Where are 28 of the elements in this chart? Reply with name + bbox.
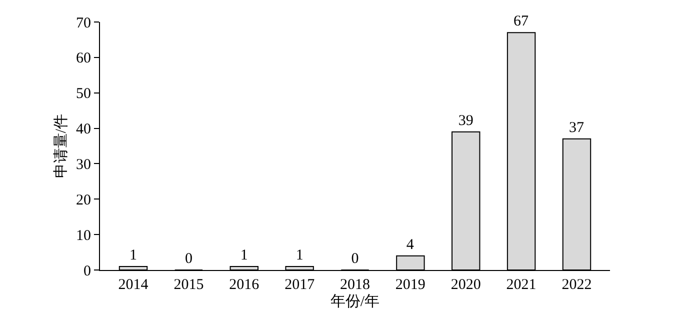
x-tick-label: 2015	[174, 277, 204, 293]
y-tick-label: 40	[76, 122, 91, 138]
x-tick-label: 2016	[229, 277, 260, 293]
data-label: 1	[130, 247, 138, 264]
data-label: 1	[240, 247, 248, 264]
y-axis-title: 申请量/件	[52, 114, 70, 178]
y-tick-label: 60	[76, 50, 91, 67]
x-tick-label: 2020	[450, 277, 481, 293]
data-label: 37	[568, 120, 584, 136]
data-label: 0	[351, 251, 359, 267]
x-tick-label: 2021	[506, 277, 536, 293]
data-label: 1	[296, 247, 304, 264]
x-tick-label: 2014	[118, 277, 149, 293]
y-tick-label: 0	[84, 263, 91, 280]
data-label: 67	[514, 14, 530, 30]
y-tick-label: 70	[76, 15, 91, 32]
y-tick-label: 50	[76, 86, 91, 102]
data-label: 4	[406, 236, 414, 253]
data-label: 39	[458, 112, 474, 129]
y-tick-label: 20	[76, 192, 91, 208]
x-tick-label: 2017	[284, 277, 316, 293]
x-tick-label: 2018	[340, 277, 370, 293]
x-axis-title: 年份/年	[330, 293, 380, 310]
x-tick-label: 2019	[395, 277, 426, 293]
y-tick-label: 10	[76, 228, 91, 244]
y-tick-label: 30	[76, 156, 91, 173]
x-tick-label: 2022	[562, 277, 592, 293]
data-label: 0	[184, 251, 192, 267]
